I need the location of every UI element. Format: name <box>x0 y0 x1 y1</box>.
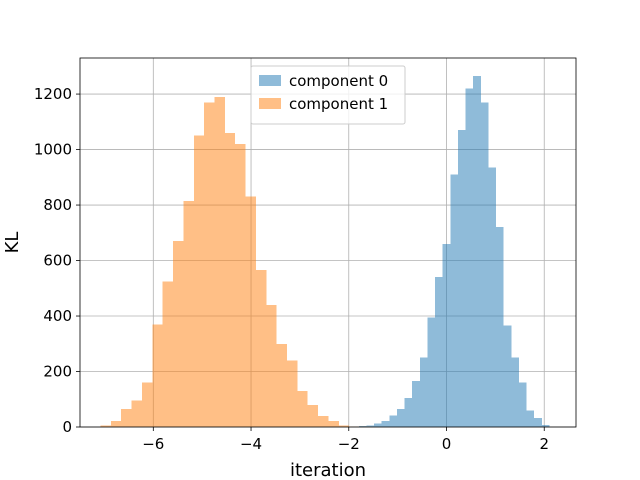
legend-label: component 0 <box>289 72 388 90</box>
histogram-bar <box>457 130 466 427</box>
x-tick-label: −4 <box>240 435 262 453</box>
histogram-bar <box>110 420 122 427</box>
histogram-bar <box>488 167 497 428</box>
series-1 <box>100 96 370 428</box>
histogram-bar <box>473 76 481 427</box>
histogram-bar <box>526 410 535 427</box>
y-axis-label: KL <box>2 232 23 254</box>
histogram-bar <box>496 227 504 427</box>
histogram-bar <box>412 381 420 427</box>
histogram-bar <box>131 400 142 427</box>
histogram-bar <box>224 132 236 427</box>
histogram-bar <box>287 360 298 427</box>
histogram-bar <box>396 408 405 427</box>
histogram-bar <box>534 418 542 427</box>
histogram-bar <box>419 357 428 427</box>
histogram-bar <box>204 102 215 427</box>
histogram-bar <box>450 174 458 427</box>
legend-box <box>250 65 406 125</box>
plot-frame <box>79 57 577 428</box>
histogram-bar <box>214 96 225 427</box>
y-tick-label: 600 <box>43 252 72 270</box>
histogram-bar <box>307 404 319 427</box>
histogram-bar <box>366 425 375 427</box>
y-tick-label: 200 <box>43 363 72 381</box>
x-tick-label: 2 <box>539 435 549 453</box>
y-tick-label: 1200 <box>34 85 72 103</box>
legend: component 0 component 1 <box>250 65 406 125</box>
histogram-bars <box>100 76 550 428</box>
legend-swatch <box>259 75 281 86</box>
histogram-bar <box>121 408 132 427</box>
histogram-bar <box>381 420 390 427</box>
histogram-bar <box>503 325 512 427</box>
y-tick-label: 0 <box>62 418 72 436</box>
histogram-bar <box>374 423 382 427</box>
histogram-bar <box>318 415 329 427</box>
y-tick-label: 1000 <box>34 141 72 159</box>
histogram-bar <box>183 200 194 427</box>
histogram-bar <box>255 270 267 427</box>
histogram-bar <box>338 425 350 427</box>
histogram-bar <box>541 424 550 427</box>
x-tick-label: −6 <box>142 435 164 453</box>
series-0 <box>351 76 550 428</box>
histogram-bar <box>518 382 527 427</box>
histogram-bar <box>404 397 413 427</box>
histogram-bar <box>427 317 436 427</box>
histogram-bar <box>480 102 489 427</box>
legend-label: component 1 <box>289 95 388 113</box>
histogram-bar <box>389 415 397 427</box>
x-axis-label: iteration <box>290 460 366 480</box>
legend-swatch <box>259 98 281 109</box>
histogram-bar <box>276 343 288 427</box>
y-tick-label: 400 <box>43 307 72 325</box>
histogram-bar <box>245 196 256 427</box>
histogram-bar <box>328 420 339 427</box>
histogram-bar <box>435 277 443 427</box>
histogram-bar <box>511 357 519 427</box>
y-tick-label: 800 <box>43 196 72 214</box>
histogram-bar <box>141 382 153 427</box>
x-tick-label: 0 <box>442 435 452 453</box>
histogram-bar <box>465 88 474 427</box>
axis-ticks: −6 −4 −2 0 2 0 200 400 600 800 1000 1200 <box>34 85 549 453</box>
histogram-bar <box>162 281 174 427</box>
histogram-bar <box>235 144 246 428</box>
histogram-bar <box>193 135 205 427</box>
histogram-bar <box>152 324 163 427</box>
histogram-bar <box>100 425 111 427</box>
histogram-bar <box>297 390 308 427</box>
histogram-bar <box>173 241 184 427</box>
histogram-bar <box>442 243 451 427</box>
histogram-bar <box>266 304 277 427</box>
x-tick-label: −2 <box>338 435 360 453</box>
